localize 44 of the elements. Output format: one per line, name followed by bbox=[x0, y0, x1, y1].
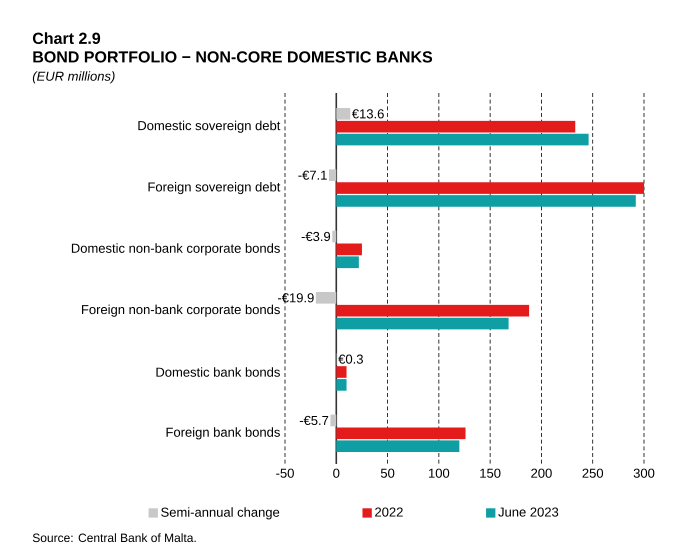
x-tick-label: 150 bbox=[480, 468, 500, 478]
bar bbox=[336, 428, 466, 440]
y-tick-label: Foreign sovereign debt bbox=[148, 182, 280, 194]
chart-subtitle: BOND PORTFOLIO − NON-CORE DOMESTIC BANKS bbox=[33, 51, 432, 63]
bar bbox=[332, 230, 336, 242]
data-label: -€3.9 bbox=[302, 232, 330, 242]
bar bbox=[336, 134, 589, 146]
x-tick-label: 300 bbox=[634, 468, 654, 478]
text: Chart 2.9 bbox=[32, 32, 100, 44]
bar bbox=[336, 304, 530, 317]
bar bbox=[336, 366, 347, 378]
x-tick-label: -50 bbox=[276, 468, 294, 478]
x-tick-label: 100 bbox=[428, 468, 450, 478]
y-tick-label: Domestic sovereign debt bbox=[138, 120, 280, 133]
data-label: -€7.1 bbox=[298, 170, 327, 180]
x-tick-label: 0 bbox=[333, 468, 340, 478]
y-tick-label: Domestic non-bank corporate bonds bbox=[72, 243, 280, 256]
data-label: €13.6 bbox=[352, 109, 384, 118]
bar bbox=[330, 414, 336, 426]
bar bbox=[329, 169, 336, 181]
bar bbox=[336, 244, 362, 256]
x-tick-label: 250 bbox=[582, 468, 604, 478]
legend-label: Semi-annual change bbox=[161, 507, 280, 520]
x-tick-label: 200 bbox=[531, 468, 552, 478]
y-tick-label: Foreign bank bonds bbox=[166, 427, 280, 440]
bar bbox=[336, 182, 644, 194]
legend-label: June 2023 bbox=[498, 507, 558, 517]
bar bbox=[336, 195, 636, 207]
bar bbox=[316, 292, 336, 304]
y-tick-label: Domestic bank bonds bbox=[156, 367, 280, 377]
x-tick-label: 50 bbox=[380, 468, 394, 478]
bar bbox=[336, 318, 509, 330]
bar bbox=[336, 120, 576, 133]
bar bbox=[336, 379, 347, 391]
data-label: -€19.9 bbox=[278, 293, 314, 302]
y-tick-label: Foreign non-bank corporate bonds bbox=[82, 304, 280, 317]
source-note: Source: Central Bank of Malta. bbox=[32, 533, 196, 542]
data-label: -€5.7 bbox=[300, 416, 328, 426]
bar bbox=[336, 440, 460, 452]
bar bbox=[336, 256, 359, 268]
legend-label: 2022 bbox=[375, 507, 403, 517]
bar bbox=[336, 108, 350, 120]
data-label: €0.3 bbox=[338, 354, 363, 364]
text: (EUR millions) bbox=[32, 71, 115, 84]
